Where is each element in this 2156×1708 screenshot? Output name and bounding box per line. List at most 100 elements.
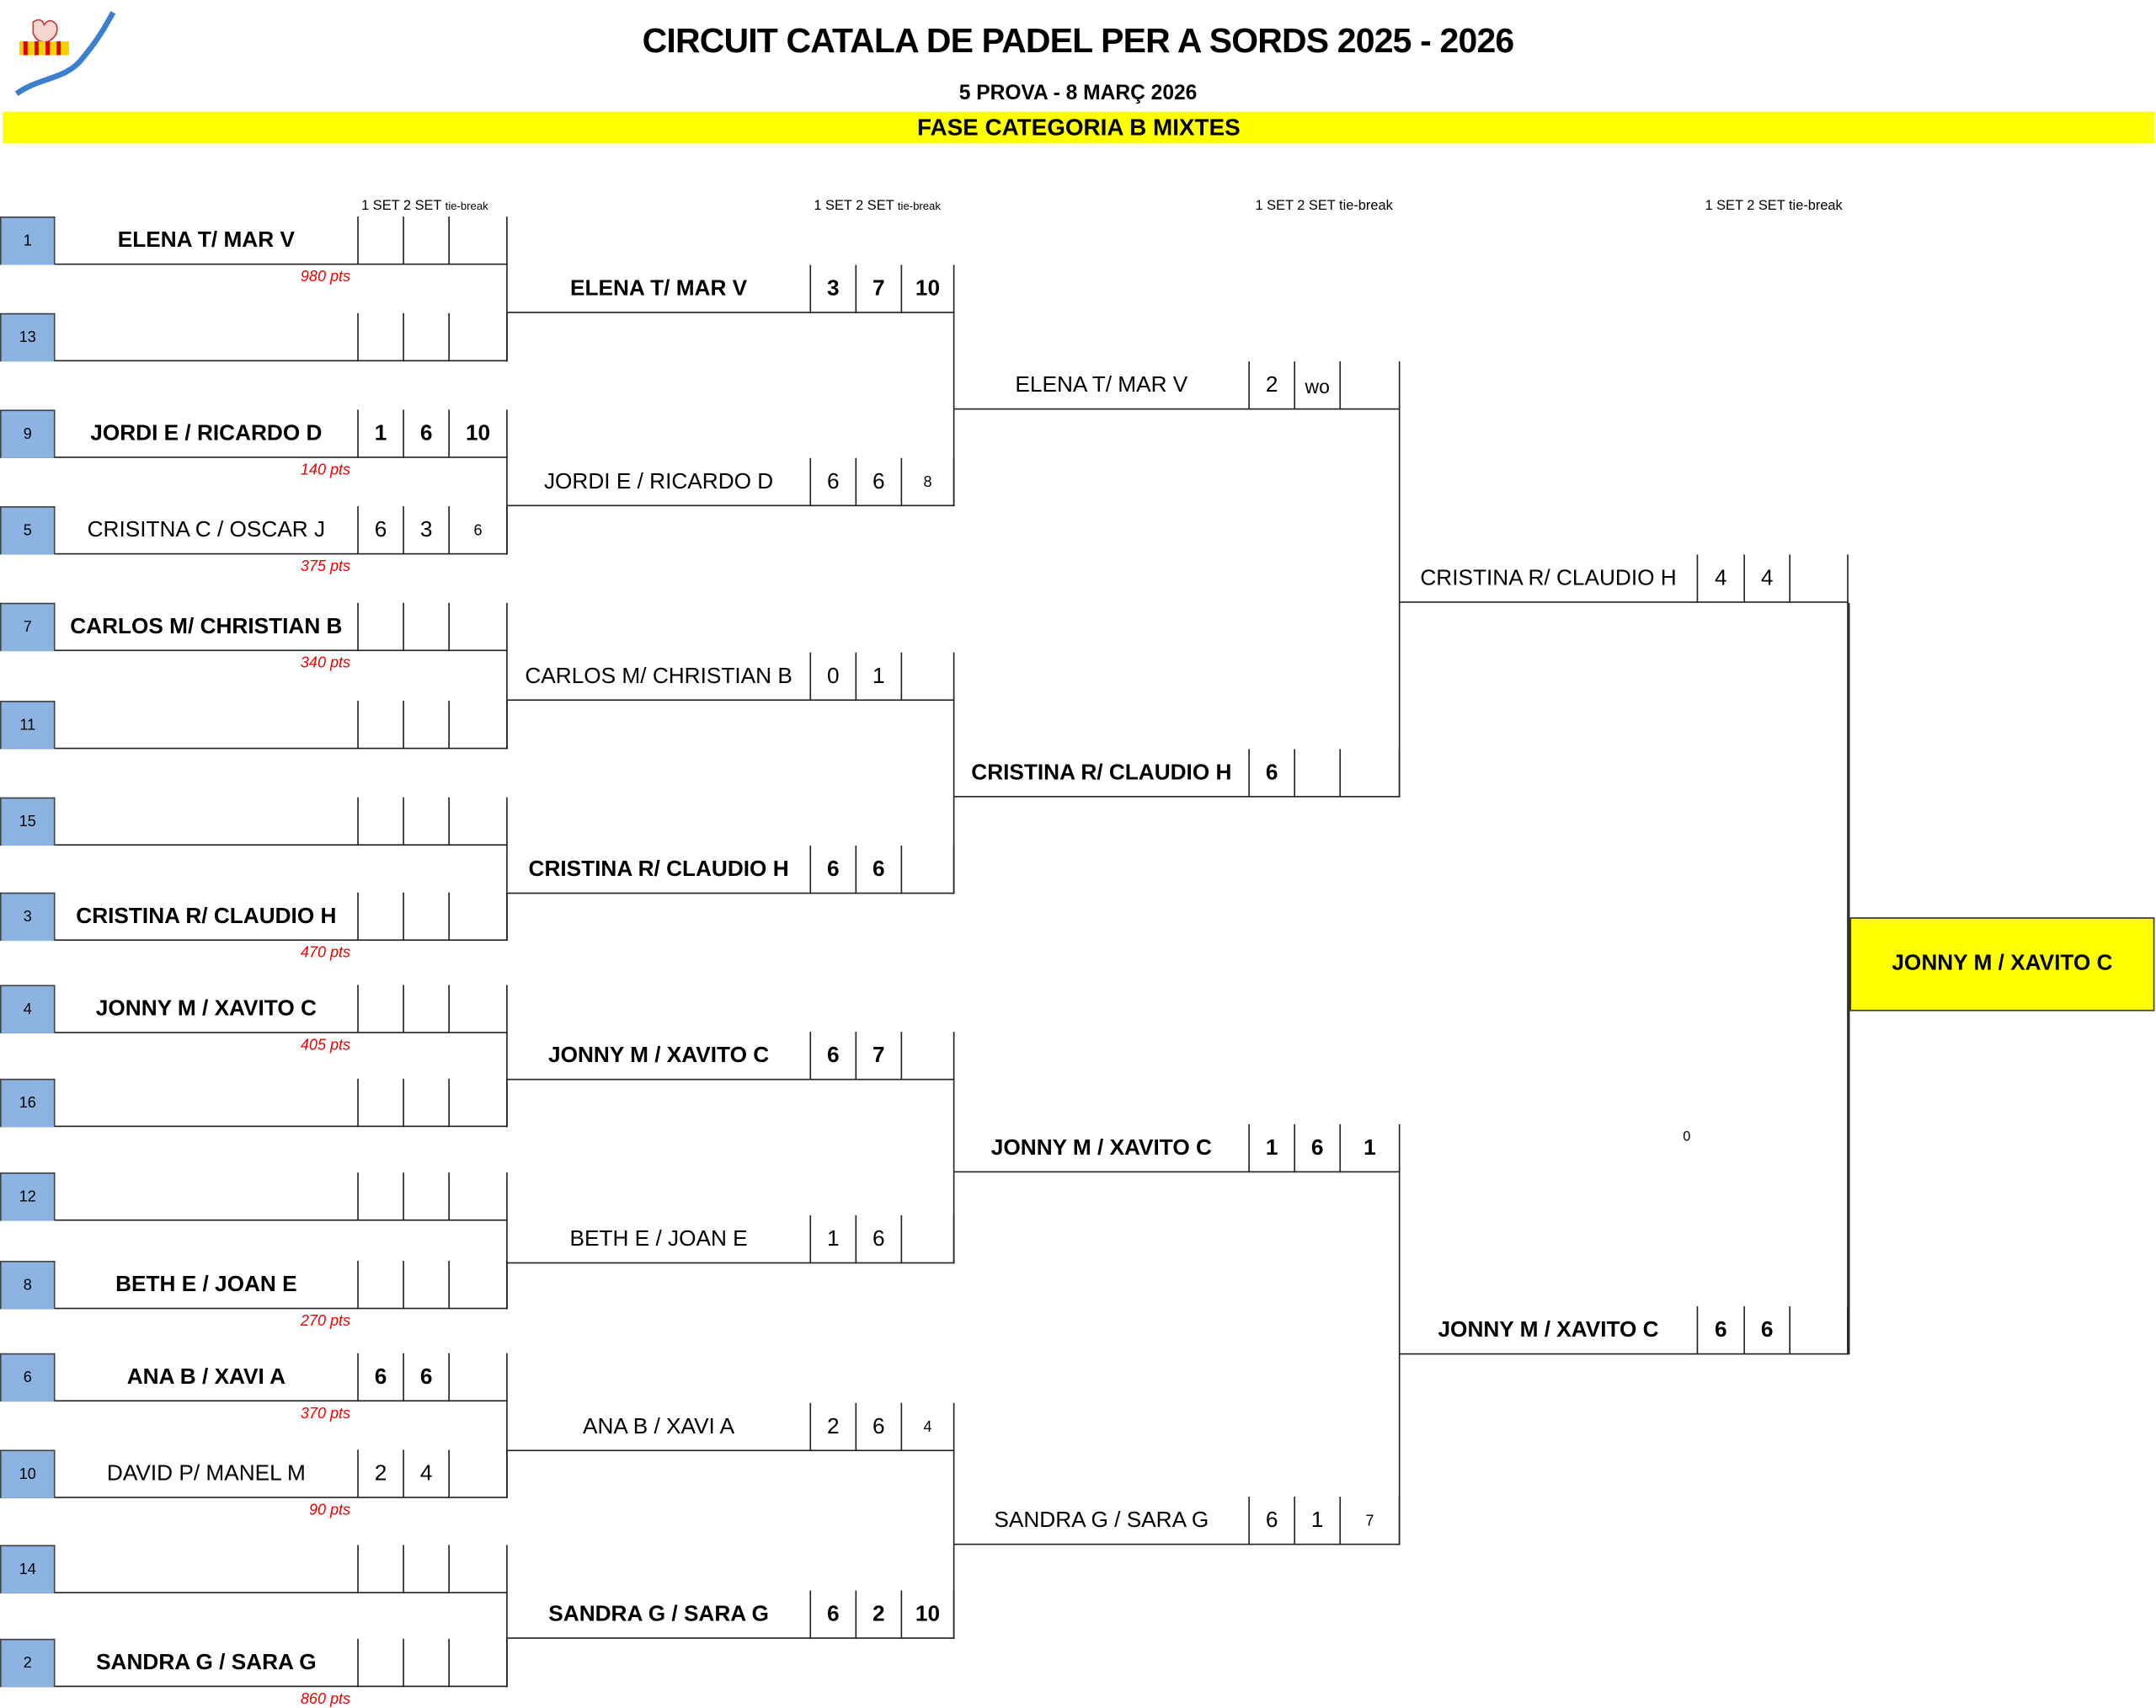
set2-header: 2 SET [856,198,894,214]
team-name: SANDRA G / SARA G [548,1602,769,1626]
set1-score: 2 [809,1402,855,1452]
bracket-connector [1847,602,1849,1355]
set2-score: 3 [403,506,448,555]
bracket-entry: 8 BETH E / JOAN E [0,1261,508,1310]
set2-score: 6 [855,846,900,894]
set1-score [357,602,403,652]
phase-banner: FASE CATEGORIA B MIXTES [3,111,2155,144]
bracket-entry: ELENA T/ MAR V 2 wo [954,361,1401,410]
tiebreak-score: 1 [1339,1124,1401,1173]
set1-score [357,1638,403,1688]
seed-number: 2 [0,1638,56,1688]
bracket-connector [953,1080,955,1264]
tiebreak-header: tie-break [897,200,941,213]
set2-score [403,797,448,846]
set2-score [1294,749,1339,798]
bracket-entry: 9 JORDI E / RICARDO D 1 6 10 [0,409,508,458]
set1-score: 6 [357,506,403,555]
set2-score: 1 [855,652,900,702]
ranking-points: 270 pts [300,1313,351,1330]
set2-score [403,985,448,1033]
team-name: CRISTINA R/ CLAUDIO H [528,857,789,881]
bracket-connector [953,312,955,507]
set2-score: 7 [855,1032,900,1081]
team-name: JONNY M / XAVITO C [548,1043,770,1067]
set1-score: 2 [1248,361,1294,410]
seed-number: 8 [0,1261,56,1310]
score-columns-header: 1 SET 2 SET tie-break [814,199,941,214]
set2-header: 2 SET [1747,198,1785,214]
tiebreak-score [448,602,508,652]
set1-score: 6 [809,846,855,894]
stray-value: 0 [1683,1129,1691,1145]
bracket-entry: 7 CARLOS M/ CHRISTIAN B [0,602,508,652]
set2-score [403,602,448,652]
set2-score: 4 [1743,554,1789,603]
set2-score: 6 [1294,1124,1339,1173]
set2-score [403,892,448,942]
bracket-connector [506,264,509,362]
bracket-entry: 15 [0,797,508,846]
team-name: JONNY M / XAVITO C [95,996,317,1021]
team-name: ELENA T/ MAR V [117,228,295,252]
set1-score: 6 [809,457,855,507]
tiebreak-score [448,1078,508,1128]
ranking-points: 340 pts [300,655,351,672]
bracket-connector [953,1451,955,1639]
tiebreak-score: 10 [900,264,955,313]
tiebreak-score [448,797,508,846]
tiebreak-score [900,652,955,702]
bracket-connector [506,1033,509,1128]
set1-header: 1 SET [1255,198,1294,214]
team-name: JONNY M / XAVITO C [1438,1318,1659,1342]
bracket-connector [506,846,509,942]
set1-score: 1 [1248,1124,1294,1173]
seed-number: 5 [0,506,56,555]
set2-score: 6 [403,409,448,458]
bracket-entry: 16 [0,1078,508,1128]
set2-header: 2 SET [1297,198,1336,214]
set2-score [403,1638,448,1688]
tiebreak-score: 6 [448,506,508,555]
set2-score: 6 [1743,1306,1789,1355]
bracket-entry: 3 CRISTINA R/ CLAUDIO H [0,892,508,942]
ranking-points: 860 pts [300,1691,351,1708]
set1-score [357,312,403,362]
page-title: CIRCUIT CATALA DE PADEL PER A SORDS 2025… [642,22,1515,61]
tiebreak-score [448,1545,508,1593]
seed-number: 4 [0,985,56,1033]
team-name: CARLOS M/ CHRISTIAN B [70,614,343,638]
set2-score: 6 [403,1353,448,1402]
tiebreak-score [448,1261,508,1310]
team-name: CARLOS M/ CHRISTIAN B [525,664,792,688]
tiebreak-score [448,216,508,265]
team-name [56,1172,358,1220]
set1-score [357,216,403,265]
tiebreak-header: tie-break [1339,198,1393,214]
team-name: SANDRA G / SARA G [96,1650,317,1674]
bracket-connector [506,1593,509,1688]
bracket-entry: 14 [0,1545,508,1593]
tiebreak-header: tie-break [445,200,488,213]
tiebreak-score [1339,361,1401,410]
set1-score [357,1261,403,1310]
team-name: ANA B / XAVI A [126,1364,286,1389]
tiebreak-score: 10 [448,409,508,458]
tiebreak-score: 7 [1339,1497,1401,1545]
set1-score: 6 [357,1353,403,1402]
set2-score [403,1261,448,1310]
set1-header: 1 SET [814,198,852,214]
bracket-connector [506,1220,509,1310]
tiebreak-score [448,312,508,362]
set2-score: 6 [855,1402,900,1452]
tiebreak-header: tie-break [1788,198,1843,214]
bracket-entry: 11 [0,701,508,750]
set2-score: 1 [1294,1497,1339,1545]
set1-score: 4 [1696,554,1744,603]
